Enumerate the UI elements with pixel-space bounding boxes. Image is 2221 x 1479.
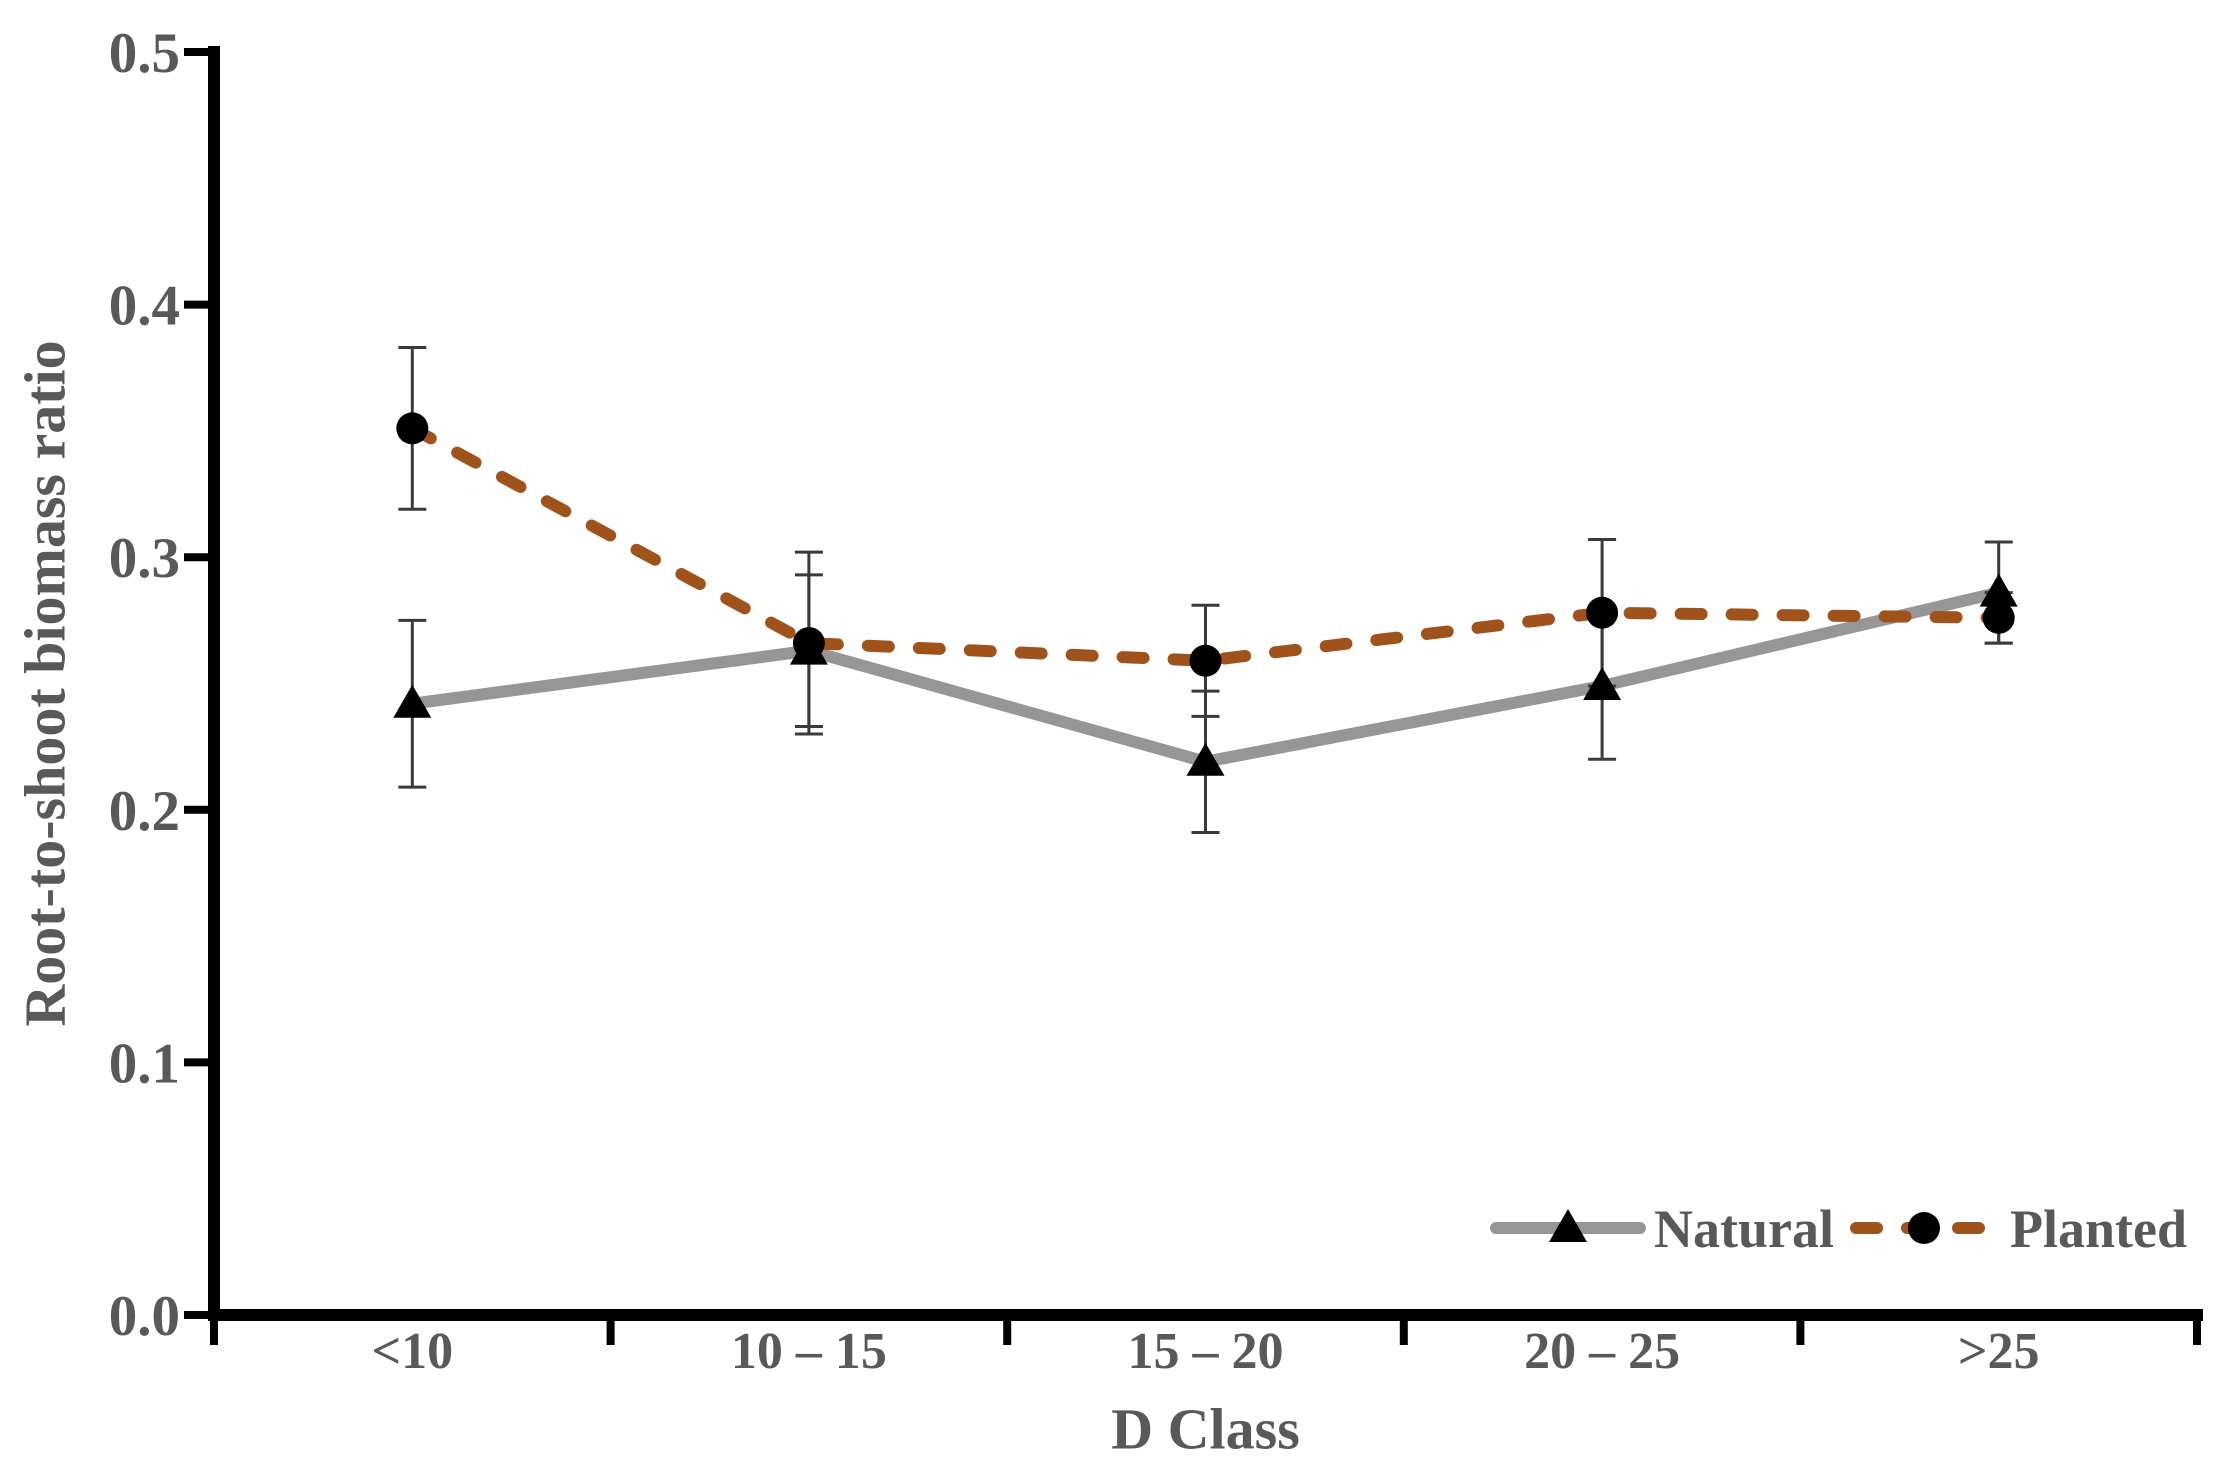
x-tick-label: 10 – 15 xyxy=(731,1323,887,1380)
x-tick-label: 20 – 25 xyxy=(1524,1323,1680,1380)
marker-natural xyxy=(1186,742,1225,776)
marker-planted xyxy=(1982,601,2015,634)
marker-planted xyxy=(792,627,825,660)
marker-planted xyxy=(1189,644,1222,677)
y-tick-label: 0.5 xyxy=(109,22,180,85)
marker-natural xyxy=(1583,667,1622,701)
x-tick-label: <10 xyxy=(371,1323,453,1380)
series-line-planted xyxy=(406,422,2005,667)
legend: Natural Planted xyxy=(1490,1199,2187,1259)
legend-item-planted: Planted xyxy=(1850,1199,2187,1259)
marker-natural xyxy=(1979,573,2018,607)
legend-marker-planted xyxy=(1908,1212,1940,1244)
legend-label-natural: Natural xyxy=(1654,1199,1834,1259)
marker-planted xyxy=(1586,596,1619,629)
legend-marker-natural xyxy=(1549,1209,1587,1242)
x-axis-title: D Class xyxy=(1111,1396,1300,1461)
y-tick-label: 0.3 xyxy=(109,527,180,590)
marker-natural xyxy=(393,684,432,718)
y-tick-label: 0.1 xyxy=(109,1032,180,1095)
legend-item-natural: Natural xyxy=(1490,1199,1834,1259)
y-tick-label: 0.0 xyxy=(109,1285,180,1348)
y-tick-label: 0.4 xyxy=(109,275,180,338)
marker-planted xyxy=(396,412,429,445)
y-axis-title: Root-to-shoot biomass ratio xyxy=(12,340,77,1026)
x-tick-label: >25 xyxy=(1958,1323,2040,1380)
legend-label-planted: Planted xyxy=(2010,1199,2187,1259)
x-tick-label: 15 – 20 xyxy=(1128,1323,1284,1380)
y-tick-label: 0.2 xyxy=(109,780,180,843)
